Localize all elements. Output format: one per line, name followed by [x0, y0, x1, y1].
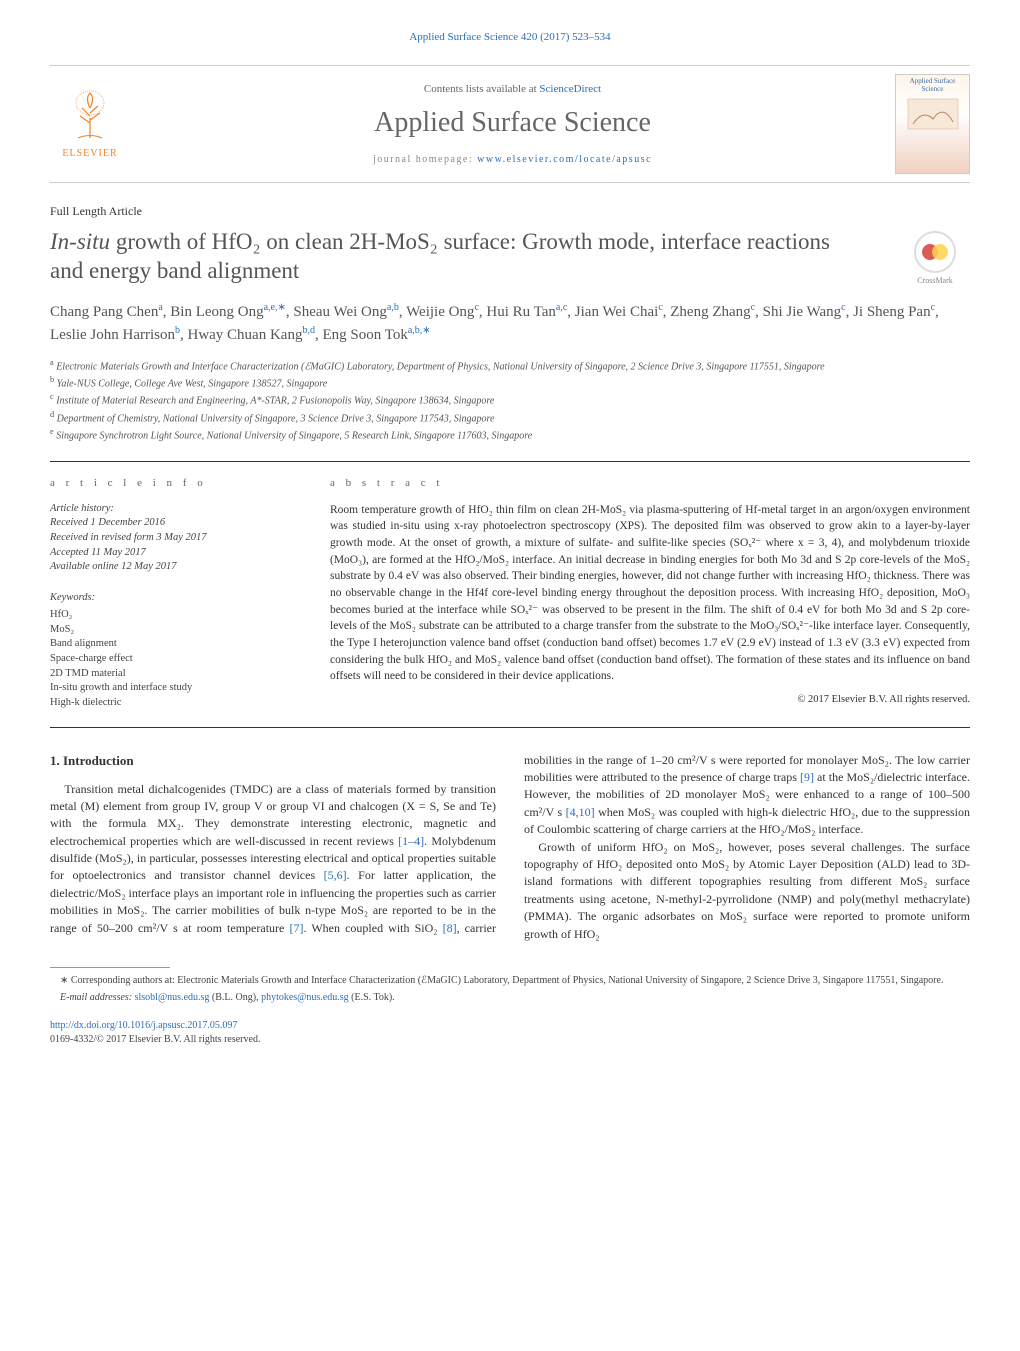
- header-citation: Applied Surface Science 420 (2017) 523–5…: [50, 30, 970, 45]
- history-line: Received 1 December 2016: [50, 517, 165, 528]
- author: Shi Jie Wangc: [763, 304, 846, 320]
- article-info-column: a r t i c l e i n f o Article history: R…: [50, 476, 300, 710]
- author: Weijie Ongc: [406, 304, 479, 320]
- keywords-block: Keywords: HfO₂ MoS₂ Band alignment Space-ch…: [50, 591, 300, 711]
- crossmark-circle-icon: [914, 231, 956, 273]
- journal-homepage-link[interactable]: www.elsevier.com/locate/apsusc: [477, 154, 652, 165]
- affiliations-list: a Electronic Materials Growth and Interf…: [50, 357, 970, 444]
- author: Bin Leong Onga,e,∗: [170, 304, 286, 320]
- keyword: Space-charge effect: [50, 653, 133, 664]
- keywords-label: Keywords:: [50, 591, 300, 606]
- author: Eng Soon Toka,b,∗: [322, 327, 430, 343]
- author: Hui Ru Tana,c: [486, 304, 567, 320]
- email-line: E-mail addresses: slsobl@nus.edu.sg (B.L…: [50, 991, 970, 1005]
- affiliation: c Institute of Material Research and Eng…: [50, 391, 970, 408]
- ref-link-5-6[interactable]: [5,6]: [324, 868, 347, 882]
- crossmark-badge[interactable]: CrossMark: [900, 223, 970, 293]
- elsevier-logo: ELSEVIER: [50, 79, 130, 169]
- doi-link[interactable]: http://dx.doi.org/10.1016/j.apsusc.2017.…: [50, 1020, 237, 1031]
- p2-b: . When coupled with SiO₂: [303, 921, 442, 935]
- sciencedirect-link[interactable]: ScienceDirect: [539, 83, 601, 95]
- article-history: Article history: Received 1 December 201…: [50, 502, 300, 575]
- email-link-1[interactable]: slsobl@nus.edu.sg: [135, 992, 210, 1003]
- article-info-heading: a r t i c l e i n f o: [50, 476, 300, 491]
- info-abstract-row: a r t i c l e i n f o Article history: R…: [50, 476, 970, 710]
- cover-thumb-title: Applied Surface Science: [899, 78, 966, 93]
- keyword: 2D TMD material: [50, 668, 126, 679]
- homepage-prefix: journal homepage:: [373, 154, 477, 165]
- journal-banner: ELSEVIER Contents lists available at Sci…: [50, 65, 970, 183]
- author: Ji Sheng Panc: [853, 304, 935, 320]
- body-rule: [50, 727, 970, 728]
- ref-link-9[interactable]: [9]: [800, 770, 814, 784]
- keyword: HfO₂: [50, 609, 72, 620]
- ref-link-4-10[interactable]: [4,10]: [566, 805, 595, 819]
- author: Chang Pang Chena: [50, 304, 163, 320]
- author: Leslie John Harrisonb: [50, 327, 180, 343]
- email-link-2[interactable]: phytokes@nus.edu.sg: [261, 992, 349, 1003]
- section-rule: [50, 461, 970, 462]
- banner-center: Contents lists available at ScienceDirec…: [145, 82, 880, 167]
- keyword: Band alignment: [50, 638, 117, 649]
- ref-link-7[interactable]: [7]: [289, 921, 303, 935]
- ref-link-1-4[interactable]: [1–4]: [398, 834, 424, 848]
- footer-rule: [50, 967, 170, 968]
- contents-available-line: Contents lists available at ScienceDirec…: [145, 82, 880, 97]
- history-line: Available online 12 May 2017: [50, 561, 177, 572]
- author: Jian Wei Chaic: [575, 304, 663, 320]
- keyword: MoS₂: [50, 624, 74, 635]
- keyword: High-k dielectric: [50, 697, 121, 708]
- affiliation: e Singapore Synchrotron Light Source, Na…: [50, 426, 970, 443]
- email-2-paren: (E.S. Tok).: [349, 992, 395, 1003]
- doi-block: http://dx.doi.org/10.1016/j.apsusc.2017.…: [50, 1019, 970, 1047]
- crossmark-label: CrossMark: [917, 275, 953, 286]
- email-label: E-mail addresses:: [60, 992, 135, 1003]
- journal-homepage-line: journal homepage: www.elsevier.com/locat…: [145, 153, 880, 167]
- abstract-text: Room temperature growth of HfO₂ thin fil…: [330, 502, 970, 685]
- contents-prefix: Contents lists available at: [424, 83, 539, 95]
- email-1-paren: (B.L. Ong),: [209, 992, 261, 1003]
- article-title: In-situ growth of HfO₂ on clean 2H-MoS₂ …: [50, 228, 850, 286]
- title-rest: growth of HfO₂ on clean 2H-MoS₂ surface:…: [50, 229, 830, 283]
- author: Sheau Wei Onga,b: [293, 304, 398, 320]
- abstract-copyright: © 2017 Elsevier B.V. All rights reserved…: [330, 693, 970, 708]
- history-line: Accepted 11 May 2017: [50, 547, 146, 558]
- article-type: Full Length Article: [50, 203, 970, 220]
- abstract-column: a b s t r a c t Room temperature growth …: [330, 476, 970, 710]
- affiliation: d Department of Chemistry, National Univ…: [50, 409, 970, 426]
- history-line: Received in revised form 3 May 2017: [50, 532, 206, 543]
- corresponding-author-note: ∗ Corresponding authors at: Electronic M…: [50, 974, 970, 988]
- author: Zheng Zhangc: [670, 304, 755, 320]
- cover-thumb-graphic: [903, 94, 963, 134]
- author: Hway Chuan Kangb,d: [187, 327, 314, 343]
- history-label: Article history:: [50, 503, 114, 514]
- journal-name: Applied Surface Science: [145, 103, 880, 142]
- issn-line: 0169-4332/© 2017 Elsevier B.V. All right…: [50, 1034, 260, 1045]
- title-italic-prefix: In-situ: [50, 229, 110, 254]
- ref-link-8[interactable]: [8]: [443, 921, 457, 935]
- abstract-heading: a b s t r a c t: [330, 476, 970, 491]
- authors-list: Chang Pang Chena, Bin Leong Onga,e,∗, Sh…: [50, 300, 970, 347]
- elsevier-brand-label: ELSEVIER: [62, 147, 117, 161]
- section-1-heading: 1. Introduction: [50, 752, 496, 771]
- elsevier-tree-icon: [60, 88, 120, 143]
- body-text-columns: 1. Introduction Transition metal dichalc…: [50, 752, 970, 943]
- journal-cover-thumbnail: Applied Surface Science: [895, 74, 970, 174]
- body-paragraph-3: Growth of uniform HfO₂ on MoS₂, however,…: [524, 839, 970, 943]
- footer-block: ∗ Corresponding authors at: Electronic M…: [50, 967, 970, 1047]
- article-header: Full Length Article In-situ growth of Hf…: [50, 203, 970, 285]
- affiliation: a Electronic Materials Growth and Interf…: [50, 357, 970, 374]
- affiliation: b Yale-NUS College, College Ave West, Si…: [50, 374, 970, 391]
- keyword: In-situ growth and interface study: [50, 682, 192, 693]
